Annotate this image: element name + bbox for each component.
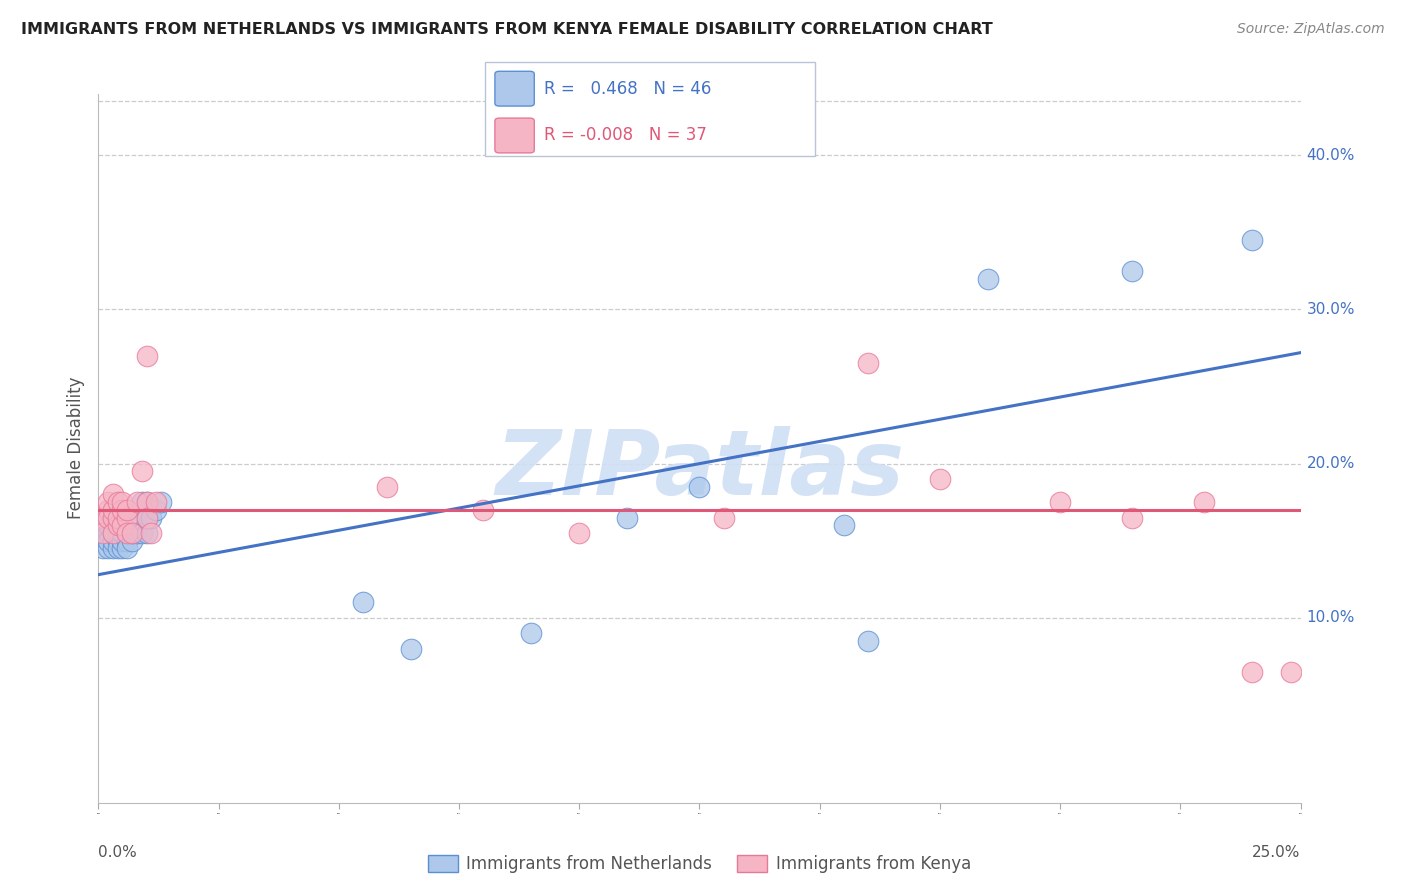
Point — [107, 510, 129, 524]
Point — [111, 503, 134, 517]
Point — [1241, 233, 1264, 247]
Point — [101, 541, 124, 556]
Point — [101, 487, 124, 501]
Y-axis label: Female Disability: Female Disability — [66, 377, 84, 519]
Point — [135, 526, 157, 541]
Point — [91, 526, 114, 541]
Point — [149, 495, 172, 509]
Point — [472, 503, 495, 517]
Point — [101, 533, 124, 548]
Point — [91, 518, 114, 533]
Point — [125, 526, 148, 541]
Point — [107, 518, 129, 533]
Point — [101, 510, 124, 524]
Point — [107, 526, 129, 541]
Point — [121, 518, 143, 533]
Point — [121, 533, 143, 548]
Text: 25.0%: 25.0% — [1253, 846, 1301, 861]
Point — [616, 510, 638, 524]
Point — [856, 356, 879, 370]
Point — [1121, 510, 1143, 524]
Point — [117, 541, 139, 556]
Point — [145, 495, 167, 509]
Point — [111, 518, 134, 533]
Point — [520, 626, 543, 640]
Point — [117, 503, 139, 517]
Point — [97, 503, 120, 517]
Point — [117, 510, 139, 524]
Point — [928, 472, 950, 486]
Point — [1194, 495, 1216, 509]
Point — [97, 526, 120, 541]
Point — [856, 634, 879, 648]
Point — [117, 526, 139, 541]
Point — [141, 526, 163, 541]
Point — [91, 526, 114, 541]
Point — [111, 526, 134, 541]
Text: ZIPatlas: ZIPatlas — [495, 425, 904, 514]
Point — [121, 526, 143, 541]
Point — [352, 595, 374, 609]
Point — [1049, 495, 1071, 509]
Point — [101, 518, 124, 533]
Point — [1279, 665, 1302, 679]
Point — [117, 526, 139, 541]
Point — [141, 510, 163, 524]
Point — [97, 518, 120, 533]
Point — [97, 533, 120, 548]
Point — [101, 510, 124, 524]
Point — [107, 541, 129, 556]
Point — [131, 526, 153, 541]
Point — [107, 518, 129, 533]
Point — [125, 495, 148, 509]
Point — [832, 518, 855, 533]
Text: Source: ZipAtlas.com: Source: ZipAtlas.com — [1237, 22, 1385, 37]
Point — [1241, 665, 1264, 679]
Point — [121, 526, 143, 541]
Text: 40.0%: 40.0% — [1306, 148, 1355, 163]
Point — [101, 503, 124, 517]
Point — [107, 533, 129, 548]
Text: R =   0.468   N = 46: R = 0.468 N = 46 — [544, 79, 711, 97]
Legend: Immigrants from Netherlands, Immigrants from Kenya: Immigrants from Netherlands, Immigrants … — [422, 848, 977, 880]
Point — [135, 495, 157, 509]
Point — [977, 271, 1000, 285]
Point — [375, 480, 398, 494]
Text: 20.0%: 20.0% — [1306, 456, 1355, 471]
Text: 30.0%: 30.0% — [1306, 302, 1355, 317]
Point — [135, 495, 157, 509]
Point — [111, 533, 134, 548]
Point — [111, 495, 134, 509]
Text: 0.0%: 0.0% — [98, 846, 138, 861]
Point — [107, 495, 129, 509]
Text: IMMIGRANTS FROM NETHERLANDS VS IMMIGRANTS FROM KENYA FEMALE DISABILITY CORRELATI: IMMIGRANTS FROM NETHERLANDS VS IMMIGRANT… — [21, 22, 993, 37]
Point — [688, 480, 710, 494]
Point — [101, 526, 124, 541]
Text: 10.0%: 10.0% — [1306, 610, 1355, 625]
Point — [111, 541, 134, 556]
Point — [399, 641, 422, 656]
Point — [1121, 264, 1143, 278]
Point — [117, 533, 139, 548]
Point — [97, 510, 120, 524]
Point — [125, 510, 148, 524]
Point — [135, 510, 157, 524]
Point — [145, 503, 167, 517]
Point — [91, 510, 114, 524]
Point — [568, 526, 591, 541]
Point — [111, 518, 134, 533]
Point — [135, 510, 157, 524]
Point — [97, 541, 120, 556]
Point — [91, 541, 114, 556]
Point — [131, 464, 153, 478]
Point — [713, 510, 735, 524]
Point — [135, 349, 157, 363]
Point — [97, 495, 120, 509]
Point — [131, 495, 153, 509]
Point — [101, 526, 124, 541]
Text: R = -0.008   N = 37: R = -0.008 N = 37 — [544, 127, 707, 145]
